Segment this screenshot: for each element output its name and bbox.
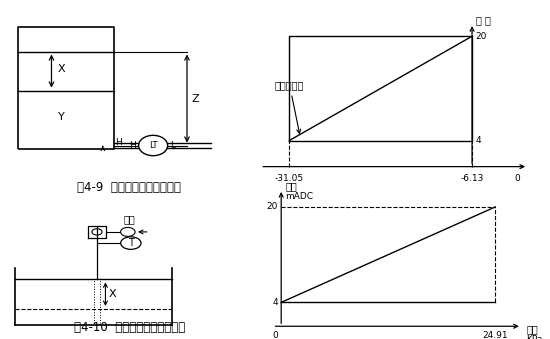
Text: 图4-9  开口容器液体测量举例: 图4-9 开口容器液体测量举例 [78, 181, 181, 194]
Text: X: X [109, 289, 117, 299]
Circle shape [139, 135, 168, 156]
Text: 0: 0 [273, 331, 279, 339]
Text: L: L [170, 141, 175, 150]
Text: -31.05: -31.05 [275, 175, 304, 183]
Text: 输出: 输出 [285, 181, 297, 191]
Circle shape [120, 237, 141, 250]
Text: 4: 4 [272, 298, 278, 307]
Circle shape [120, 227, 135, 236]
Text: H: H [116, 138, 122, 147]
Text: Y: Y [58, 112, 64, 122]
Text: 输 出: 输 出 [476, 15, 491, 25]
Text: KPa: KPa [526, 335, 542, 339]
Text: Z: Z [192, 94, 200, 103]
Text: 图4-10  开口容器液体测量举例: 图4-10 开口容器液体测量举例 [74, 321, 185, 334]
Text: H: H [129, 141, 136, 150]
Text: -6.13: -6.13 [460, 175, 484, 183]
Text: 输入: 输入 [526, 324, 538, 334]
Text: X: X [58, 64, 65, 74]
Text: 零位负迁移: 零位负迁移 [275, 80, 304, 133]
Text: 空气: 空气 [123, 214, 135, 224]
Text: 20: 20 [266, 202, 278, 212]
Text: 4: 4 [476, 136, 481, 145]
Text: T: T [128, 238, 134, 248]
Text: 24.91: 24.91 [482, 331, 508, 339]
Text: 0: 0 [514, 175, 520, 183]
Text: LT: LT [149, 141, 157, 150]
Text: 20: 20 [476, 32, 487, 41]
Text: mADC: mADC [285, 192, 313, 201]
